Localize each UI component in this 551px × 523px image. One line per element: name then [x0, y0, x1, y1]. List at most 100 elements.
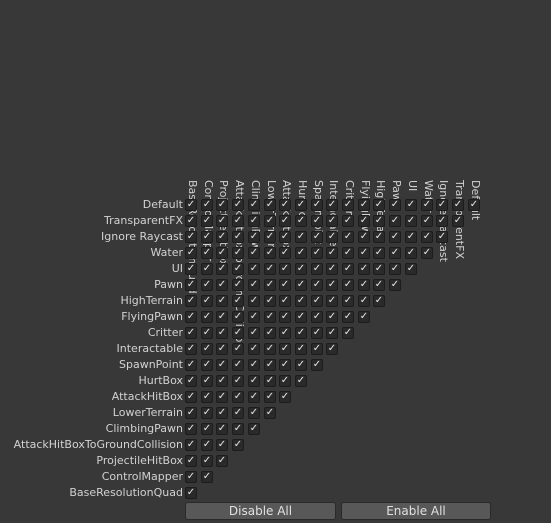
collision-checkbox[interactable]: ✓ [216, 327, 228, 339]
collision-checkbox[interactable]: ✓ [248, 311, 260, 323]
collision-checkbox[interactable]: ✓ [185, 311, 197, 323]
collision-checkbox[interactable]: ✓ [248, 263, 260, 275]
collision-checkbox[interactable]: ✓ [248, 391, 260, 403]
collision-checkbox[interactable]: ✓ [405, 263, 417, 275]
collision-checkbox[interactable]: ✓ [358, 311, 370, 323]
collision-checkbox[interactable]: ✓ [201, 375, 213, 387]
collision-checkbox[interactable]: ✓ [264, 327, 276, 339]
collision-checkbox[interactable]: ✓ [264, 359, 276, 371]
collision-checkbox[interactable]: ✓ [389, 247, 401, 259]
collision-checkbox[interactable]: ✓ [358, 247, 370, 259]
collision-checkbox[interactable]: ✓ [468, 199, 480, 211]
collision-checkbox[interactable]: ✓ [216, 295, 228, 307]
collision-checkbox[interactable]: ✓ [279, 215, 291, 227]
collision-checkbox[interactable]: ✓ [342, 247, 354, 259]
collision-checkbox[interactable]: ✓ [311, 311, 323, 323]
collision-checkbox[interactable]: ✓ [264, 215, 276, 227]
collision-checkbox[interactable]: ✓ [373, 247, 385, 259]
collision-checkbox[interactable]: ✓ [201, 455, 213, 467]
collision-checkbox[interactable]: ✓ [311, 343, 323, 355]
collision-checkbox[interactable]: ✓ [373, 279, 385, 291]
collision-checkbox[interactable]: ✓ [216, 407, 228, 419]
collision-checkbox[interactable]: ✓ [342, 295, 354, 307]
collision-checkbox[interactable]: ✓ [452, 215, 464, 227]
collision-checkbox[interactable]: ✓ [405, 247, 417, 259]
collision-checkbox[interactable]: ✓ [358, 279, 370, 291]
collision-checkbox[interactable]: ✓ [342, 215, 354, 227]
collision-checkbox[interactable]: ✓ [185, 359, 197, 371]
collision-checkbox[interactable]: ✓ [311, 199, 323, 211]
collision-checkbox[interactable]: ✓ [373, 231, 385, 243]
collision-checkbox[interactable]: ✓ [342, 327, 354, 339]
collision-checkbox[interactable]: ✓ [185, 375, 197, 387]
collision-checkbox[interactable]: ✓ [201, 439, 213, 451]
collision-checkbox[interactable]: ✓ [421, 231, 433, 243]
collision-checkbox[interactable]: ✓ [185, 391, 197, 403]
collision-checkbox[interactable]: ✓ [232, 279, 244, 291]
collision-checkbox[interactable]: ✓ [279, 295, 291, 307]
collision-checkbox[interactable]: ✓ [216, 455, 228, 467]
disable-all-button[interactable]: Disable All [185, 502, 336, 520]
collision-checkbox[interactable]: ✓ [295, 199, 307, 211]
collision-checkbox[interactable]: ✓ [311, 263, 323, 275]
collision-checkbox[interactable]: ✓ [295, 295, 307, 307]
collision-checkbox[interactable]: ✓ [326, 231, 338, 243]
collision-checkbox[interactable]: ✓ [216, 391, 228, 403]
collision-checkbox[interactable]: ✓ [216, 311, 228, 323]
collision-checkbox[interactable]: ✓ [201, 247, 213, 259]
collision-checkbox[interactable]: ✓ [264, 247, 276, 259]
collision-checkbox[interactable]: ✓ [421, 247, 433, 259]
collision-checkbox[interactable]: ✓ [264, 375, 276, 387]
collision-checkbox[interactable]: ✓ [185, 423, 197, 435]
collision-checkbox[interactable]: ✓ [232, 247, 244, 259]
collision-checkbox[interactable]: ✓ [421, 215, 433, 227]
collision-checkbox[interactable]: ✓ [264, 263, 276, 275]
collision-checkbox[interactable]: ✓ [326, 327, 338, 339]
collision-checkbox[interactable]: ✓ [326, 215, 338, 227]
collision-checkbox[interactable]: ✓ [452, 199, 464, 211]
collision-checkbox[interactable]: ✓ [326, 263, 338, 275]
collision-checkbox[interactable]: ✓ [216, 263, 228, 275]
collision-checkbox[interactable]: ✓ [201, 231, 213, 243]
collision-checkbox[interactable]: ✓ [248, 279, 260, 291]
collision-checkbox[interactable]: ✓ [201, 407, 213, 419]
collision-checkbox[interactable]: ✓ [232, 215, 244, 227]
collision-checkbox[interactable]: ✓ [201, 391, 213, 403]
collision-checkbox[interactable]: ✓ [185, 471, 197, 483]
collision-checkbox[interactable]: ✓ [389, 279, 401, 291]
collision-checkbox[interactable]: ✓ [295, 343, 307, 355]
collision-checkbox[interactable]: ✓ [373, 215, 385, 227]
collision-checkbox[interactable]: ✓ [185, 263, 197, 275]
collision-checkbox[interactable]: ✓ [295, 311, 307, 323]
collision-checkbox[interactable]: ✓ [248, 375, 260, 387]
collision-checkbox[interactable]: ✓ [248, 359, 260, 371]
collision-checkbox[interactable]: ✓ [216, 439, 228, 451]
collision-checkbox[interactable]: ✓ [185, 455, 197, 467]
collision-checkbox[interactable]: ✓ [311, 247, 323, 259]
collision-checkbox[interactable]: ✓ [248, 295, 260, 307]
collision-checkbox[interactable]: ✓ [389, 263, 401, 275]
collision-checkbox[interactable]: ✓ [311, 295, 323, 307]
collision-checkbox[interactable]: ✓ [248, 423, 260, 435]
collision-checkbox[interactable]: ✓ [295, 279, 307, 291]
collision-checkbox[interactable]: ✓ [185, 343, 197, 355]
collision-checkbox[interactable]: ✓ [421, 199, 433, 211]
collision-checkbox[interactable]: ✓ [232, 391, 244, 403]
collision-checkbox[interactable]: ✓ [389, 231, 401, 243]
collision-checkbox[interactable]: ✓ [232, 375, 244, 387]
collision-checkbox[interactable]: ✓ [264, 343, 276, 355]
collision-checkbox[interactable]: ✓ [248, 407, 260, 419]
collision-checkbox[interactable]: ✓ [358, 263, 370, 275]
collision-checkbox[interactable]: ✓ [279, 279, 291, 291]
collision-checkbox[interactable]: ✓ [201, 279, 213, 291]
collision-checkbox[interactable]: ✓ [216, 423, 228, 435]
collision-checkbox[interactable]: ✓ [279, 263, 291, 275]
collision-checkbox[interactable]: ✓ [311, 279, 323, 291]
collision-checkbox[interactable]: ✓ [311, 215, 323, 227]
collision-checkbox[interactable]: ✓ [358, 215, 370, 227]
enable-all-button[interactable]: Enable All [341, 502, 491, 520]
collision-checkbox[interactable]: ✓ [389, 215, 401, 227]
collision-checkbox[interactable]: ✓ [185, 199, 197, 211]
collision-checkbox[interactable]: ✓ [279, 391, 291, 403]
collision-checkbox[interactable]: ✓ [232, 311, 244, 323]
